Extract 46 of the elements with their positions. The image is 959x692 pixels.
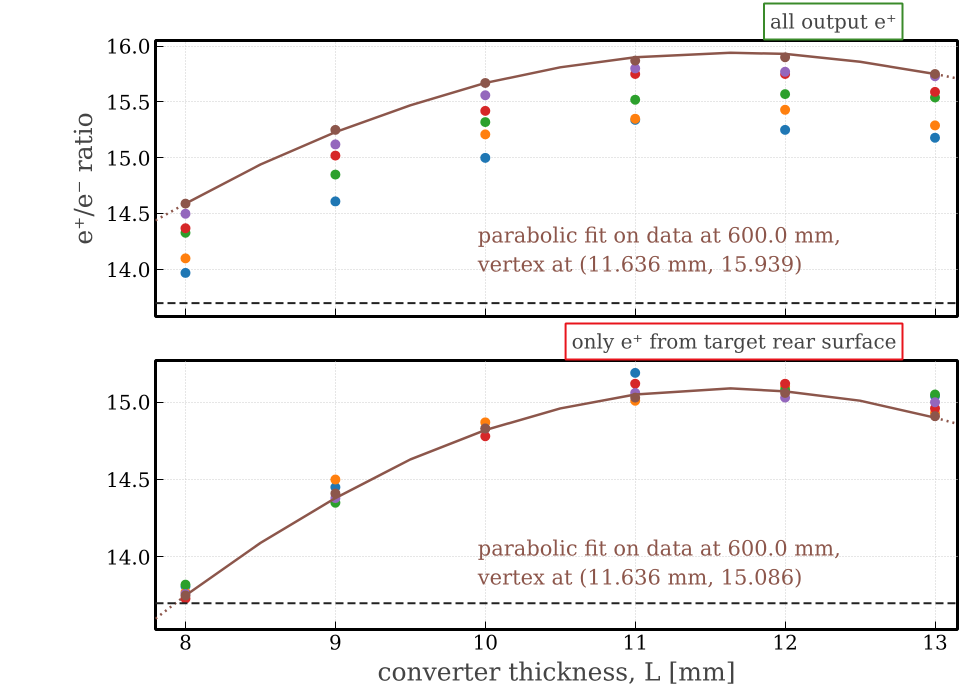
x-tick-label: 8 — [179, 630, 192, 654]
point — [330, 474, 340, 485]
y-tick-label: 14.5 — [106, 202, 150, 226]
point — [330, 150, 340, 161]
y-tick-label: 14.0 — [106, 258, 150, 282]
point — [780, 124, 790, 135]
point — [780, 66, 790, 77]
point — [180, 253, 190, 264]
point — [630, 378, 640, 389]
point — [480, 106, 490, 116]
y-tick-label: 15.0 — [106, 146, 150, 170]
point — [180, 223, 190, 234]
point — [330, 139, 340, 150]
point — [780, 104, 790, 115]
text: all output e⁺ — [770, 10, 897, 34]
point — [930, 132, 940, 143]
point — [330, 196, 340, 206]
text: only e⁺ from target rear surface — [572, 330, 897, 354]
y-axis-title: e⁺/e⁻ ratio — [68, 112, 98, 245]
x-tick-label: 13 — [922, 630, 948, 654]
annotation: parabolic fit on data at 600.0 mm, vertex at (11.636 mm, 15.939) — [476, 224, 841, 276]
x-tick-label: 10 — [472, 630, 498, 654]
y-tick-label: 14.5 — [106, 468, 150, 492]
point — [930, 397, 940, 408]
point — [930, 86, 940, 97]
annotation: parabolic fit on data at 600.0 mm, vertex at (11.636 mm, 15.086) — [476, 536, 841, 590]
x-tick-label: 11 — [622, 630, 648, 654]
point — [780, 378, 790, 389]
x-tick-label: 9 — [329, 630, 342, 654]
point — [480, 90, 490, 100]
y-tick-label: 16.0 — [106, 34, 150, 59]
y-tick-label: 15.5 — [106, 90, 150, 114]
point — [780, 89, 790, 100]
y-tick-label: 14.0 — [106, 545, 150, 570]
point — [180, 208, 190, 219]
point — [480, 129, 490, 140]
point — [330, 170, 340, 180]
x-axis-title: converter thickness, L [mm] — [378, 658, 736, 686]
point — [930, 120, 940, 130]
y-tick-label: 15.0 — [106, 390, 150, 415]
point — [630, 94, 640, 105]
x-tick-label: 12 — [772, 630, 798, 654]
point — [480, 152, 490, 163]
point — [480, 117, 490, 128]
point — [180, 268, 190, 278]
point — [630, 368, 640, 378]
